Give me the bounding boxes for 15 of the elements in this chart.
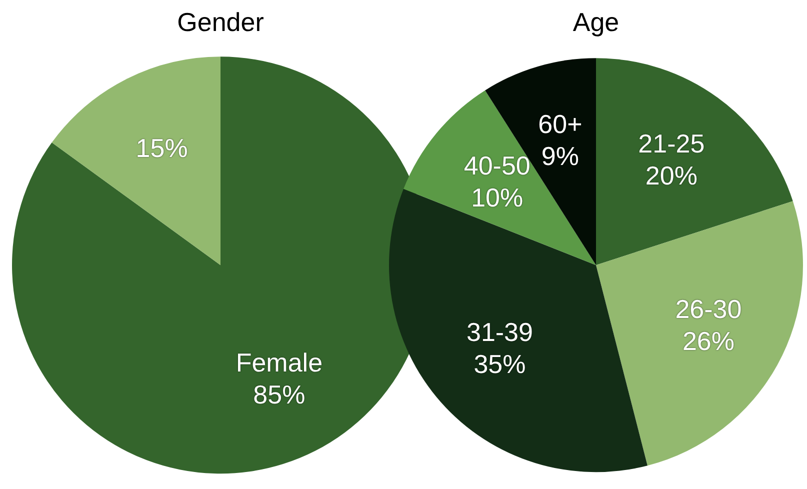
slice-label: 40-50 bbox=[464, 150, 530, 180]
data-label: 10% bbox=[471, 182, 524, 212]
slice-label: Female bbox=[236, 347, 323, 378]
slice-label: 31-39 bbox=[466, 317, 533, 348]
slice-label: 26-30 bbox=[675, 294, 742, 324]
slice-label: 21-25 bbox=[638, 128, 705, 158]
data-label: 9% bbox=[541, 141, 579, 172]
data-label: 26% bbox=[682, 326, 734, 356]
data-label: 35% bbox=[474, 349, 526, 380]
data-label: 20% bbox=[645, 160, 698, 190]
data-label: 15% bbox=[136, 133, 188, 164]
data-label: 85% bbox=[253, 379, 306, 410]
chart-title: Age bbox=[572, 6, 620, 37]
slice-label: 60+ bbox=[538, 109, 582, 140]
chart-title: Gender bbox=[177, 6, 264, 37]
